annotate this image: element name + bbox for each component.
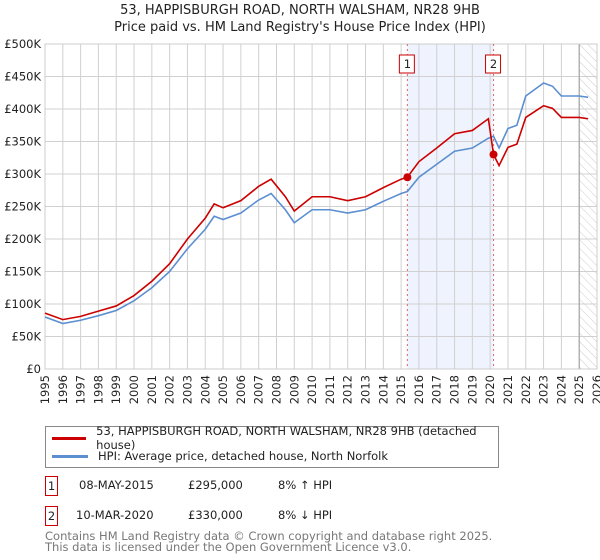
legend: 53, HAPPISBURGH ROAD, NORTH WALSHAM, NR2… [45, 424, 499, 468]
y-tick-label: £500K [4, 37, 41, 51]
x-tick-label: 2006 [234, 375, 248, 404]
y-tick-label: £100K [4, 297, 41, 311]
x-tick-label: 2002 [163, 375, 177, 404]
y-tick-label: £450K [4, 70, 41, 84]
x-tick-label: 2005 [216, 375, 230, 404]
x-tick-label: 2025 [572, 375, 586, 404]
x-tick-label: 2000 [127, 375, 141, 404]
x-tick-label: 2003 [180, 375, 194, 404]
sale-hpi: 8% ↓ HPI [278, 508, 333, 522]
x-tick-label: 1997 [74, 375, 88, 404]
sale-date: 08-MAY-2015 [79, 478, 154, 492]
x-tick-label: 1995 [38, 375, 52, 404]
x-tick-label: 2021 [501, 375, 515, 404]
x-tick-label: 2019 [465, 375, 479, 404]
plot-area: 1995 1996 1997 1998 1999 2000 2001 2002 2003 2004… [4, 37, 600, 404]
y-tick-label: £50K [12, 330, 42, 344]
x-tick-label: 2018 [448, 375, 462, 404]
y-tick-label: £250K [4, 200, 41, 214]
sale-price: £330,000 [188, 508, 243, 522]
sale-row: 2 10-MAR-2020 £330,000 8% ↓ HPI [45, 506, 545, 526]
y-tick-label: £300K [4, 167, 41, 181]
plot-border [44, 43, 598, 370]
sale-label: 2 [490, 57, 497, 71]
x-tick-label: 2026 [590, 375, 600, 404]
x-tick-label: 2001 [145, 375, 159, 404]
y-tick-label: £0 [26, 362, 41, 376]
x-tick-label: 2015 [394, 375, 408, 404]
x-tick-label: 1996 [56, 375, 70, 404]
x-tick-label: 2011 [323, 375, 337, 404]
x-tick-label: 2012 [341, 375, 355, 404]
price-line [44, 104, 589, 321]
legend-label: 53, HAPPISBURGH ROAD, NORTH WALSHAM, NR2… [96, 424, 477, 452]
sale-badge: 2 [45, 506, 58, 526]
subtitle: Price paid vs. HM Land Registry's House … [114, 20, 486, 35]
x-tick-label: 2017 [430, 375, 444, 404]
legend-swatch-red [52, 436, 87, 440]
x-tick-label: 2009 [287, 375, 301, 404]
sale-badge: 1 [45, 476, 58, 496]
y-tick-label: £400K [4, 102, 41, 116]
sale-label-box [485, 54, 502, 74]
sale-point [403, 173, 412, 182]
x-tick-label: 2016 [412, 375, 426, 404]
x-tick-label: 2013 [359, 375, 373, 404]
legend-swatch-blue [52, 454, 88, 458]
sale-point [489, 150, 498, 159]
x-tick-label: 2010 [305, 375, 319, 404]
x-tick-label: 1998 [91, 375, 105, 404]
chart-title: 53, HAPPISBURGH ROAD, NORTH WALSHAM, NR2… [0, 2, 600, 36]
x-tick-label: 2008 [269, 375, 283, 404]
sale-label-box [398, 54, 415, 74]
sale-price: £295,000 [188, 478, 243, 492]
hpi-line [44, 82, 589, 325]
x-tick-label: 2007 [252, 375, 266, 404]
y-tick-label: £200K [4, 232, 41, 246]
sale-hpi: 8% ↑ HPI [278, 478, 333, 492]
y-tick-label: £150K [4, 265, 41, 279]
y-tick-label: £350K [4, 135, 41, 149]
footer-line: Contains HM Land Registry data © Crown c… [45, 529, 493, 543]
x-tick-label: 2020 [483, 375, 497, 404]
x-tick-label: 2004 [198, 375, 212, 404]
sale-date: 10-MAR-2020 [76, 508, 154, 522]
x-tick-label: 1999 [109, 375, 123, 404]
x-tick-label: 2022 [519, 375, 533, 404]
x-tick-label: 2024 [554, 375, 568, 404]
sale-row: 1 08-MAY-2015 £295,000 8% ↑ HPI [45, 476, 545, 496]
title: 53, HAPPISBURGH ROAD, NORTH WALSHAM, NR2… [120, 3, 480, 18]
x-tick-label: 2023 [537, 375, 551, 404]
legend-label: HPI: Average price, detached house, Nort… [98, 449, 389, 463]
footer: Contains HM Land Registry data © Crown c… [45, 529, 493, 554]
footer-line: This data is licensed under the Open Gov… [45, 540, 412, 554]
sale-label: 1 [404, 57, 411, 71]
x-tick-label: 2014 [376, 375, 390, 404]
